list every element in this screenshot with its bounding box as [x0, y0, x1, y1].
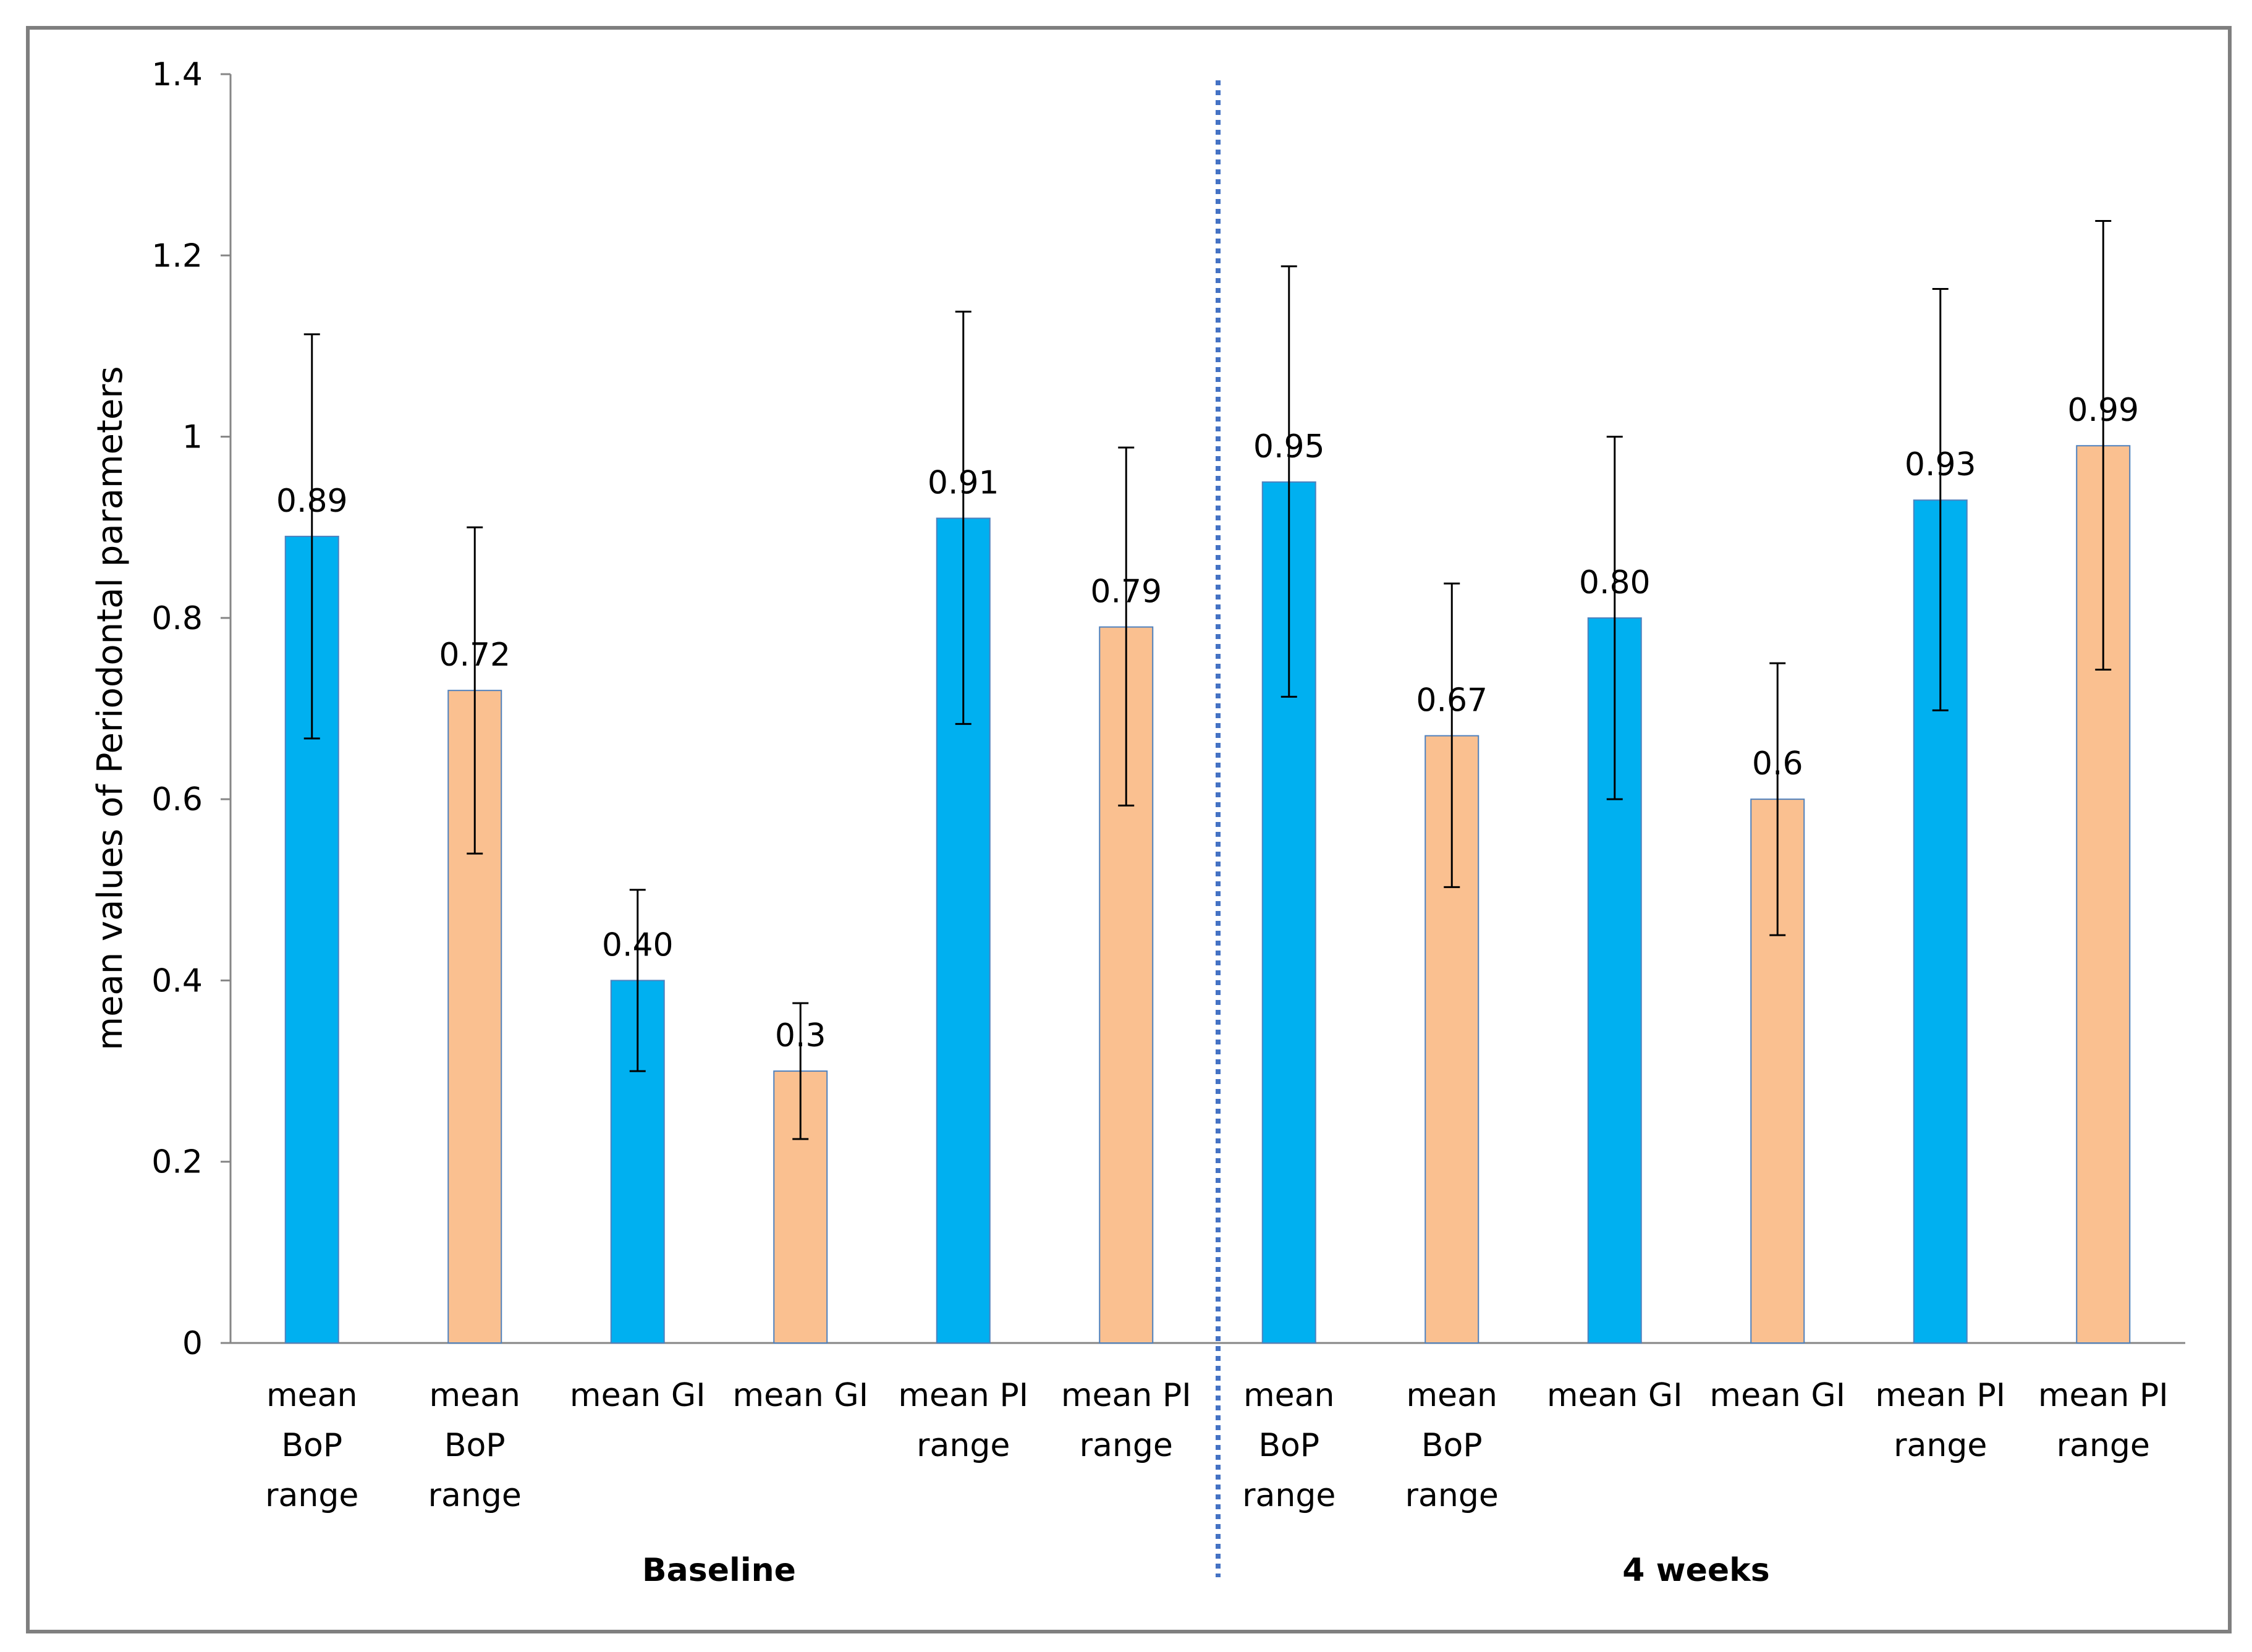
- category-label: BoP: [1421, 1427, 1483, 1464]
- data-label: 0.99: [2067, 392, 2139, 429]
- data-label: 0.40: [602, 926, 674, 964]
- plot-area: 0 0.2 0.4 0.6 0.8 1 1.2 1.4 mean values of Perio…: [90, 56, 2185, 1589]
- data-label: 0.72: [439, 637, 510, 674]
- category-label: range: [265, 1477, 358, 1514]
- category-label: mean GI: [1709, 1377, 1845, 1414]
- category-label: mean: [266, 1377, 357, 1414]
- category-label: range: [1080, 1427, 1173, 1464]
- data-label: 0.67: [1416, 682, 1488, 719]
- category-label: mean: [430, 1377, 520, 1414]
- data-label: 0.80: [1579, 564, 1651, 601]
- category-label: BoP: [444, 1427, 506, 1464]
- y-tick-label: 1: [182, 419, 203, 456]
- category-label: mean: [1407, 1377, 1497, 1414]
- y-tick-label: 0: [182, 1325, 203, 1362]
- data-label: 0.79: [1090, 574, 1162, 611]
- category-label: BoP: [281, 1427, 342, 1464]
- y-tick-label: 1.2: [151, 237, 203, 274]
- category-label: mean GI: [732, 1377, 868, 1414]
- data-label: 0.95: [1253, 428, 1325, 465]
- y-tick-label: 0.4: [151, 962, 203, 999]
- category-label: range: [1405, 1477, 1499, 1514]
- category-label: BoP: [1258, 1427, 1319, 1464]
- data-label: 0.93: [1905, 446, 1976, 483]
- y-tick-label: 0.2: [151, 1144, 203, 1181]
- category-label: mean PI: [1061, 1377, 1192, 1414]
- category-label: range: [916, 1427, 1010, 1464]
- category-label: mean GI: [1547, 1377, 1683, 1414]
- y-tick-label: 1.4: [151, 56, 203, 93]
- category-label: mean: [1243, 1377, 1334, 1414]
- data-label: 0.91: [928, 465, 999, 502]
- category-label: mean GI: [570, 1377, 706, 1414]
- data-label: 0.6: [1752, 745, 1803, 782]
- category-label: mean PI: [2038, 1377, 2169, 1414]
- data-label: 0.3: [775, 1017, 826, 1054]
- category-label: range: [1894, 1427, 1987, 1464]
- y-tick-label: 0.8: [151, 600, 203, 637]
- category-label: range: [1242, 1477, 1336, 1514]
- group-label: 4 weeks: [1622, 1552, 1769, 1589]
- category-label: range: [428, 1477, 522, 1514]
- category-label: range: [2057, 1427, 2150, 1464]
- y-tick-label: 0.6: [151, 781, 203, 818]
- y-axis-title: mean values of Periodontal parameters: [90, 366, 130, 1050]
- group-label: Baseline: [642, 1552, 796, 1589]
- category-label: mean PI: [1875, 1377, 2005, 1414]
- data-label: 0.89: [276, 483, 348, 520]
- category-label: mean PI: [898, 1377, 1028, 1414]
